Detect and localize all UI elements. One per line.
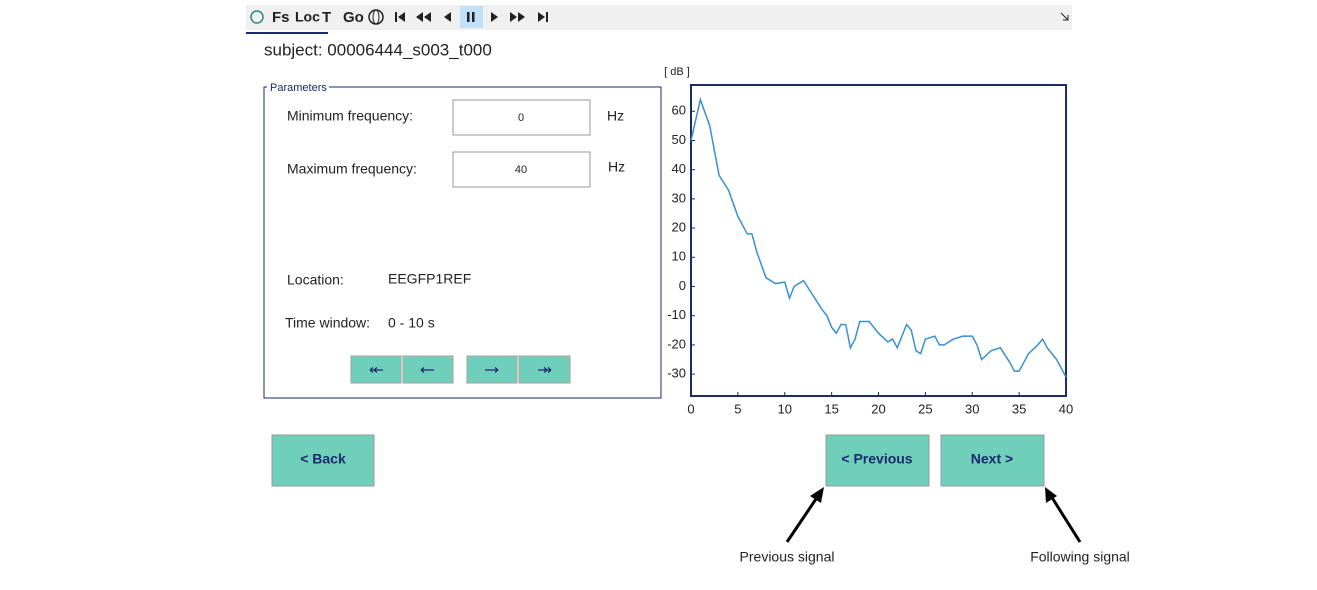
field-value: 0 - 10 s: [388, 315, 435, 331]
x-tick-label: 10: [778, 401, 792, 416]
plot-area: [690, 84, 1067, 397]
x-tick-label: 15: [824, 401, 838, 416]
back-step-button[interactable]: [402, 355, 454, 384]
y-axis-label: [ dB ]: [664, 66, 690, 78]
y-tick-label: 50: [672, 132, 686, 147]
unit-label: Hz: [607, 108, 624, 124]
callout-arrows: [785, 487, 1082, 543]
y-tick-label: -20: [667, 336, 686, 351]
spectrum-line: [690, 96, 1067, 378]
globe-icon[interactable]: [368, 9, 384, 25]
fast-back-button[interactable]: [350, 355, 402, 384]
logo-icon[interactable]: [250, 10, 264, 24]
field-value: EEGFP1REF: [388, 271, 471, 287]
parameters-panel: [263, 86, 662, 399]
annotation: Following signal: [1030, 549, 1130, 565]
y-tick-label: 30: [672, 190, 686, 205]
button-label: < Previous: [841, 451, 912, 467]
toolbar-button[interactable]: Loc: [295, 9, 320, 25]
panel-title: Parameters: [270, 82, 327, 94]
toolbar-button[interactable]: Go: [343, 9, 364, 26]
text-input[interactable]: [452, 99, 591, 136]
x-tick-label: 40: [1059, 401, 1073, 416]
field-label: Minimum frequency:: [287, 108, 413, 124]
toolbar-button[interactable]: Fs: [272, 9, 290, 26]
playback-icons[interactable]: [395, 6, 1069, 28]
x-tick-label: 25: [918, 401, 932, 416]
panel-title-bg: [267, 81, 329, 94]
y-tick-label: 0: [679, 278, 686, 293]
toolbar: [246, 5, 1072, 30]
field-label: Maximum frequency:: [287, 161, 417, 177]
input-value: 0: [518, 112, 524, 124]
x-tick-label: 35: [1012, 401, 1026, 416]
subject-label: subject: 00006444_s003_t000: [264, 40, 492, 59]
x-tick-label: 20: [871, 401, 885, 416]
x-tick-label: 0: [687, 401, 694, 416]
input-value: 40: [515, 164, 527, 176]
button-label: Next >: [971, 451, 1013, 467]
x-tick-label: 5: [734, 401, 741, 416]
button-label: < Back: [300, 451, 346, 467]
y-tick-label: 60: [672, 103, 686, 118]
x-tick-label: 30: [965, 401, 979, 416]
y-tick-label: 40: [672, 161, 686, 176]
back-button[interactable]: < Back: [271, 434, 375, 487]
y-tick-label: 20: [672, 220, 686, 235]
y-tick-label: 10: [672, 249, 686, 264]
next-button[interactable]: Next >: [940, 434, 1045, 487]
y-tick-label: -30: [667, 366, 686, 381]
y-tick-label: -10: [667, 307, 686, 322]
annotation: Previous signal: [740, 549, 835, 565]
field-label: Location:: [287, 272, 344, 288]
forward-step-button[interactable]: [466, 355, 518, 384]
text-input[interactable]: [452, 151, 591, 188]
field-label: Time window:: [285, 315, 370, 331]
toolbar-button[interactable]: T: [322, 9, 331, 26]
unit-label: Hz: [608, 159, 625, 175]
previous-button[interactable]: < Previous: [825, 434, 930, 487]
fast-forward-button[interactable]: [518, 355, 571, 384]
spectrum-plot: -30 -20 -10 0 10 20 30 40 50 60 0 5 10 15 20 25 30 35 40: [667, 84, 1073, 416]
